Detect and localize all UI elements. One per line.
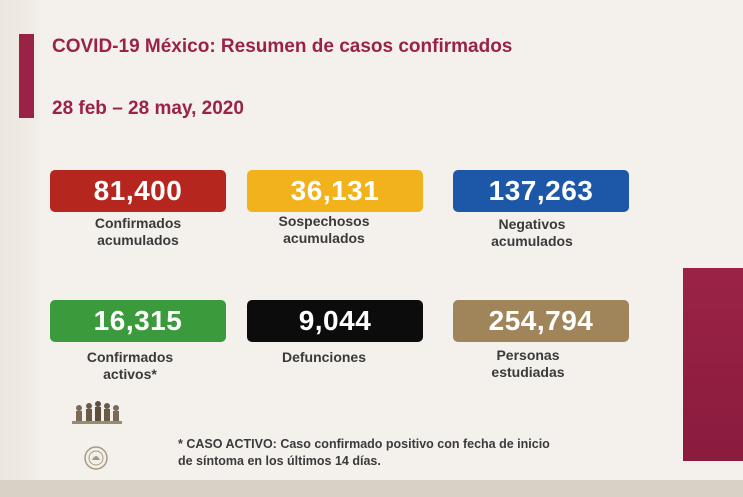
confirmed-cumulative-label: Confirmados acumulados	[43, 215, 233, 249]
title-accent-bar	[19, 34, 34, 118]
active-confirmed-label: Confirmados activos*	[35, 349, 225, 383]
active-case-footnote: * CASO ACTIVO: Caso confirmado positivo …	[178, 436, 608, 470]
label-line: activos*	[103, 366, 157, 382]
date-range: 28 feb – 28 may, 2020	[52, 98, 244, 119]
footnote-line: de síntoma en los últimos 14 días.	[178, 454, 381, 468]
people-studied-value: 254,794	[453, 300, 629, 342]
people-studied-label: Personas estudiadas	[433, 347, 623, 381]
label-line: estudiadas	[491, 364, 565, 380]
deaths-label: Defunciones	[229, 349, 419, 366]
label-line: Sospechosos	[278, 213, 370, 229]
heroes-logo-icon	[72, 399, 122, 425]
label-line: acumulados	[491, 233, 573, 249]
national-seal-icon	[84, 446, 108, 470]
label-line: Confirmados	[94, 215, 182, 231]
label-line: Negativos	[498, 216, 566, 232]
negative-cumulative-label: Negativos acumulados	[437, 216, 627, 250]
label-line: acumulados	[97, 232, 179, 248]
speaker-video-panel	[683, 268, 743, 461]
negative-cumulative-value: 137,263	[453, 170, 629, 212]
label-line: Personas	[496, 347, 560, 363]
confirmed-cumulative-value: 81,400	[50, 170, 226, 212]
active-confirmed-value: 16,315	[50, 300, 226, 342]
label-line: Defunciones	[281, 349, 366, 365]
label-line: Confirmados	[86, 349, 174, 365]
bottom-bar	[0, 480, 743, 497]
suspected-cumulative-label: Sospechosos acumulados	[229, 213, 419, 247]
deaths-value: 9,044	[247, 300, 423, 342]
suspected-cumulative-value: 36,131	[247, 170, 423, 212]
label-line: acumulados	[283, 230, 365, 246]
footnote-line: * CASO ACTIVO: Caso confirmado positivo …	[178, 437, 550, 451]
page-title: COVID-19 México: Resumen de casos confir…	[52, 36, 513, 57]
